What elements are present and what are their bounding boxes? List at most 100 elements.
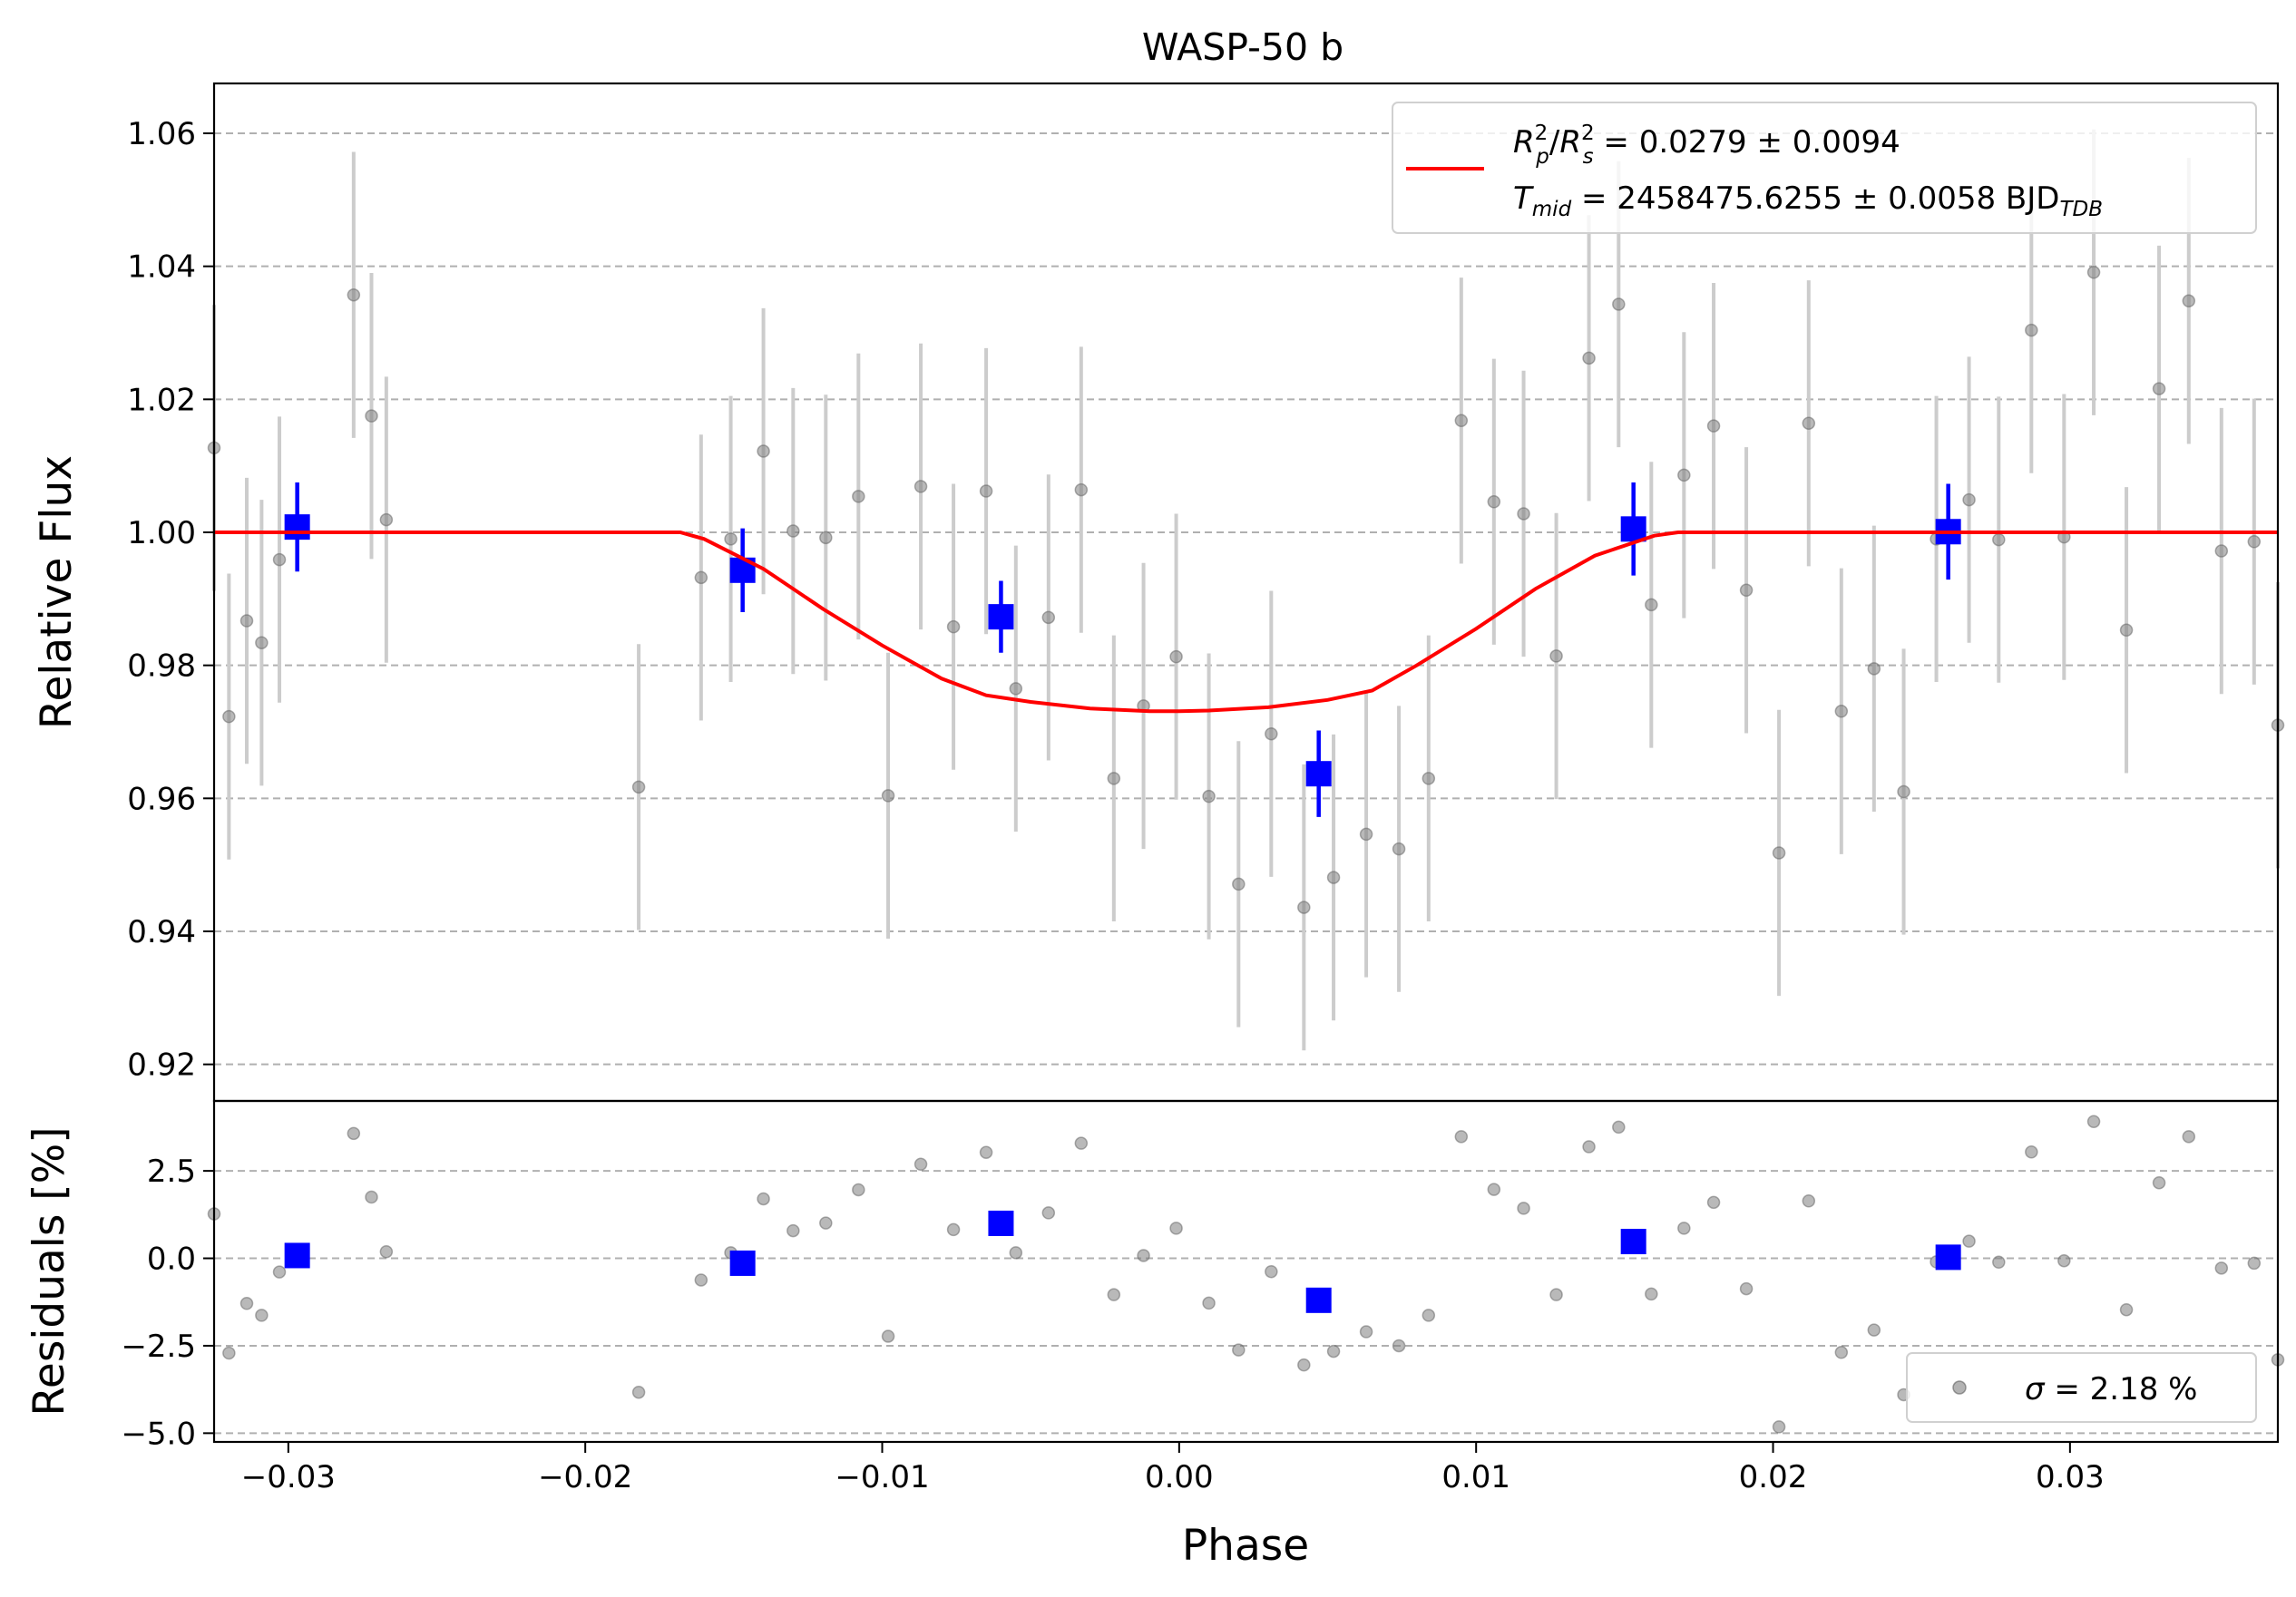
- residual-point: [379, 1244, 394, 1259]
- residual-point: [1169, 1222, 1183, 1235]
- flux-point: [1422, 772, 1436, 785]
- residual-point: [1582, 1140, 1596, 1154]
- flux-point: [852, 490, 865, 503]
- residual-point: [2119, 1302, 2134, 1317]
- x-tick-label: 0.03: [2036, 1459, 2105, 1495]
- top-y-tick-label: 1.00: [127, 515, 196, 551]
- top-y-tick-label: 1.02: [127, 382, 196, 418]
- residual-point: [1677, 1222, 1691, 1235]
- residual-point: [1802, 1194, 1816, 1208]
- binned-point: [1620, 516, 1646, 542]
- x-tick-label: 0.01: [1441, 1459, 1510, 1495]
- x-tick-label: −0.02: [538, 1459, 632, 1495]
- bottom-plot-frame: [212, 1099, 2280, 1444]
- residual-point: [255, 1309, 269, 1322]
- flux-point: [1612, 297, 1626, 311]
- binned-residual-point: [1305, 1287, 1332, 1313]
- residual-point: [1992, 1255, 2006, 1270]
- flux-point: [1326, 871, 1341, 884]
- top-y-tick-label: 0.96: [127, 781, 196, 817]
- bottom-y-tick-label: −2.5: [121, 1329, 196, 1365]
- flux-point: [1802, 416, 1816, 430]
- residual-point: [2086, 1115, 2101, 1129]
- flux-point: [2182, 294, 2196, 308]
- flux-point: [914, 480, 928, 493]
- residual-point: [1962, 1234, 1976, 1248]
- residual-point: [1834, 1346, 1849, 1359]
- residual-point: [2182, 1130, 2196, 1144]
- flux-point: [819, 531, 833, 545]
- residual-point: [1107, 1288, 1121, 1301]
- residual-point: [631, 1385, 646, 1399]
- residual-point: [1392, 1339, 1406, 1353]
- legend-residual-marker: [1952, 1380, 1967, 1395]
- residual-point: [1645, 1287, 1658, 1301]
- flux-point: [1392, 842, 1406, 856]
- bottom-y-tick-label: −5.0: [121, 1416, 196, 1452]
- flux-point: [1074, 482, 1089, 497]
- x-tick-label: 0.02: [1739, 1459, 1808, 1495]
- residual-point: [1549, 1288, 1563, 1301]
- flux-point: [724, 532, 738, 546]
- flux-point: [1897, 784, 1910, 799]
- top-y-tick-label: 0.98: [127, 648, 196, 685]
- flux-point: [1677, 468, 1691, 482]
- residual-point: [2152, 1175, 2166, 1190]
- residual-point: [881, 1329, 895, 1343]
- legend-tmid-label: Tmid = 2458475.6255 ± 0.0058 BJDTDB: [1513, 180, 2103, 221]
- residual-point: [1867, 1323, 1881, 1337]
- flux-point: [1645, 598, 1658, 612]
- chart-title: WASP-50 b: [1142, 25, 1343, 69]
- binned-point: [284, 514, 310, 540]
- bottom-legend: σ = 2.18 %: [1906, 1352, 2257, 1423]
- x-tick-label: 0.00: [1145, 1459, 1214, 1495]
- flux-point: [379, 512, 394, 527]
- residual-point: [365, 1190, 378, 1204]
- flux-point: [239, 614, 254, 628]
- binned-residual-point: [729, 1250, 756, 1276]
- flux-point: [631, 780, 646, 794]
- flux-point: [2214, 544, 2229, 558]
- flux-point: [272, 552, 287, 567]
- residual-point: [946, 1222, 961, 1237]
- binned-point: [1305, 761, 1332, 787]
- top-panel: 0.92 0.94 0.96 0.98 1.00 1.02 1.04 1.06 Relativ…: [32, 82, 2285, 1103]
- flux-point: [979, 484, 993, 498]
- residual-point: [819, 1216, 833, 1230]
- flux-point: [757, 444, 770, 458]
- flux-point: [1706, 419, 1721, 433]
- bottom-y-axis-label: Residuals [%]: [24, 1126, 74, 1416]
- flux-point: [1359, 827, 1373, 842]
- residual-point: [1074, 1136, 1089, 1150]
- bottom-panel: −5.0 −2.5 0.0 2.5 −0.03 −0.02 −0.01 0.00 0.01 0.…: [24, 1099, 2285, 1571]
- flux-point: [1169, 649, 1183, 664]
- residual-point: [1297, 1358, 1311, 1372]
- residual-point: [1772, 1420, 1786, 1434]
- residual-point: [1739, 1281, 1754, 1296]
- flux-point: [694, 570, 708, 585]
- flux-point: [946, 619, 961, 634]
- flux-point: [1487, 495, 1501, 509]
- residual-point: [1359, 1325, 1373, 1339]
- flux-point: [347, 287, 361, 302]
- bottom-legend-box: [1906, 1352, 2257, 1423]
- flux-point: [1454, 414, 1469, 428]
- top-y-ticks: 0.92 0.94 0.96 0.98 1.00 1.02 1.04 1.06: [127, 116, 214, 1084]
- residual-point: [1517, 1202, 1530, 1215]
- residual-point: [1487, 1183, 1501, 1196]
- residual-point: [1454, 1130, 1469, 1144]
- bottom-x-ticks: −0.03 −0.02 −0.01 0.00 0.01 0.02 0.03: [241, 1442, 2105, 1495]
- residual-point: [2247, 1256, 2262, 1271]
- residual-point: [1706, 1195, 1721, 1210]
- top-data-points: [207, 266, 2285, 914]
- residual-point: [222, 1346, 236, 1360]
- flux-point: [1772, 846, 1786, 860]
- residual-point: [1265, 1264, 1278, 1279]
- flux-point: [365, 409, 378, 423]
- top-y-tick-label: 0.92: [127, 1047, 196, 1084]
- residual-point: [1009, 1246, 1023, 1260]
- top-y-tick-label: 1.04: [127, 249, 196, 286]
- flux-point: [1834, 705, 1849, 718]
- x-tick-label: −0.03: [241, 1459, 336, 1495]
- flux-point: [1582, 351, 1596, 365]
